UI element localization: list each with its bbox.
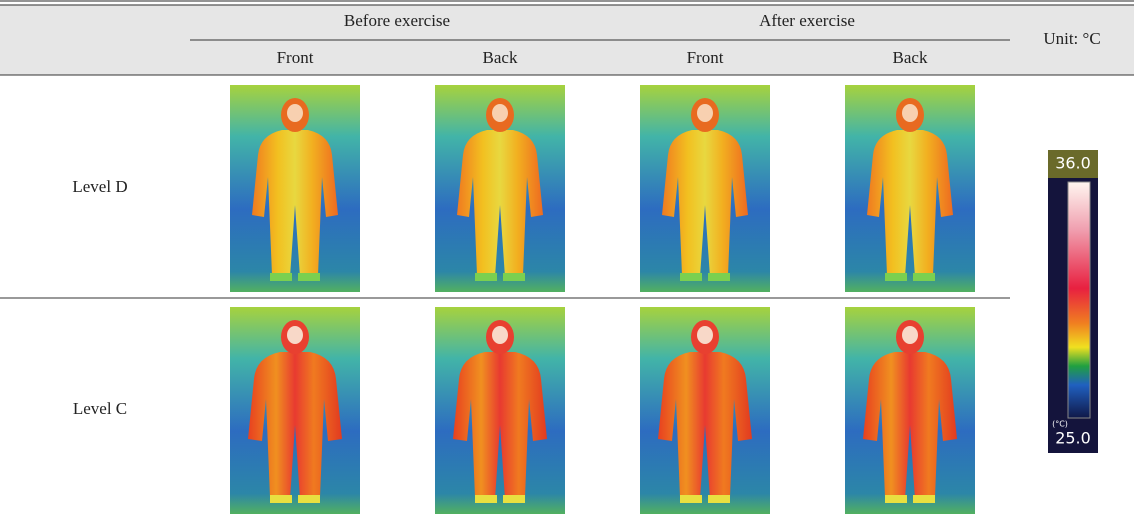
thermal-image	[845, 85, 975, 292]
row-label: Level C	[73, 399, 127, 418]
unit-label: Unit: °C	[1043, 29, 1100, 48]
group-header: Before exercise	[344, 11, 450, 30]
thermal-image	[230, 307, 360, 514]
column-header: Front	[277, 48, 314, 67]
scale-unit: (°C)	[1052, 420, 1068, 429]
thermal-image	[640, 85, 770, 292]
table-figure: Before exercise After exercise Front Bac…	[0, 0, 1134, 521]
color-scale: 36.0 (°C) 25.0	[1048, 150, 1098, 453]
column-header: Back	[483, 48, 518, 67]
thermal-image	[640, 307, 770, 514]
thermal-image	[435, 85, 565, 292]
row-label: Level D	[72, 177, 127, 196]
thermal-image	[845, 307, 975, 514]
thermal-image	[230, 85, 360, 292]
scale-bar	[1068, 182, 1090, 418]
column-header: Front	[687, 48, 724, 67]
group-header: After exercise	[759, 11, 855, 30]
thermal-image	[435, 307, 565, 514]
scale-max: 36.0	[1055, 154, 1091, 173]
scale-min: 25.0	[1055, 429, 1091, 448]
column-header: Back	[893, 48, 928, 67]
